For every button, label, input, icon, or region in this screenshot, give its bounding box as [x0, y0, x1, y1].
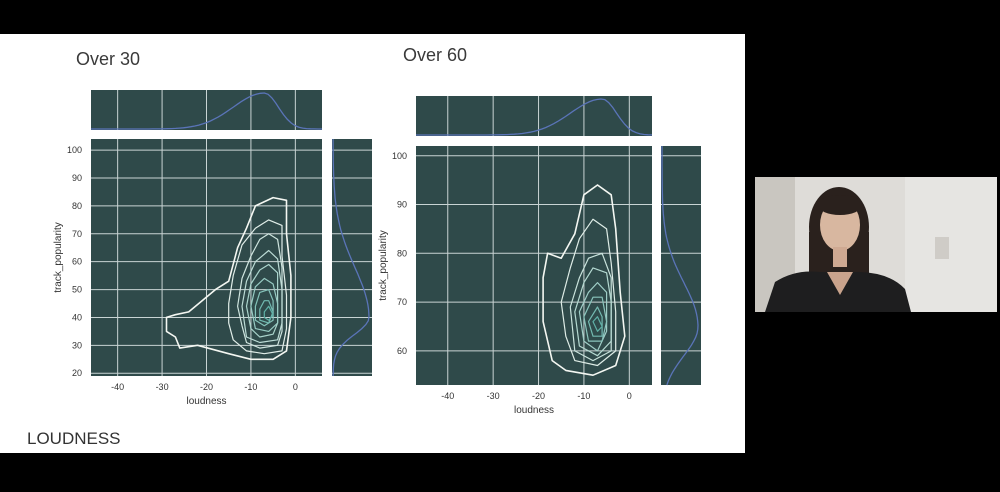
p1-kde-contour-8	[263, 305, 274, 321]
p2-x-tick-label: -10	[577, 391, 590, 401]
p2-y-marginal-curve	[661, 146, 699, 386]
webcam-feed	[755, 177, 997, 312]
p1-kde-contour-5	[250, 277, 279, 332]
p2-x-tick-label: 0	[627, 391, 632, 401]
p2-x-axis-label: loudness	[514, 405, 554, 416]
p1-y-marginal-curve	[332, 139, 370, 377]
p2-x-marginal-area	[416, 96, 652, 136]
panel-title-over-60: Over 60	[403, 45, 468, 65]
p1-x-tick-label: -10	[244, 382, 257, 392]
p1-y-tick-label: 20	[72, 368, 82, 378]
p1-x-tick-label: -40	[111, 382, 124, 392]
p2-kde-contour-3	[574, 267, 612, 357]
p1-y-tick-label: 30	[72, 340, 82, 350]
p1-y-tick-label: 80	[72, 201, 82, 211]
p1-y-tick-label: 90	[72, 173, 82, 183]
joint-plots: -40 -30 -20 -10 0 20 30 40 50 60 70 80 90 100 loudness…	[53, 90, 701, 416]
panel-title-over-30: Over 30	[76, 49, 141, 69]
p1-x-tick-label: 0	[293, 382, 298, 392]
p1-x-tick-label: -30	[156, 382, 169, 392]
p1-y-tick-label: 50	[72, 285, 82, 295]
p2-x-tick-label: -40	[441, 391, 454, 401]
p2-x-tick-label: -20	[532, 391, 545, 401]
p1-y-marginal-area	[332, 139, 372, 376]
p2-kde-contour-4	[578, 282, 608, 352]
p2-y-tick-label: 100	[392, 151, 407, 161]
p2-x-tick-label: -30	[487, 391, 500, 401]
p2-y-tick-label: 60	[397, 346, 407, 356]
p2-kde-contour-5	[583, 296, 608, 342]
p1-kde-contour-4	[245, 263, 279, 338]
p1-kde-contour-1	[228, 219, 288, 355]
p1-y-tick-label: 100	[67, 145, 82, 155]
p2-kde-contour-1	[560, 218, 617, 367]
p1-kde-contour-0	[165, 196, 292, 361]
p2-y-tick-label: 80	[397, 248, 407, 258]
presentation-slide: Over 30 Over 60 LOUDNESS -40 -30 -20 -10 0 20…	[0, 34, 745, 453]
p1-y-tick-label: 60	[72, 257, 82, 267]
p1-y-axis-label: track_popularity	[53, 222, 64, 293]
p1-y-tick-label: 70	[72, 229, 82, 239]
p1-x-marginal-curve	[91, 92, 322, 130]
p1-x-axis-label: loudness	[186, 396, 226, 407]
p1-kde-contour-3	[241, 249, 283, 344]
p1-y-tick-label: 40	[72, 312, 82, 322]
p2-main-plot-area	[416, 146, 652, 385]
p2-y-axis-label: track_popularity	[378, 230, 389, 301]
slide-footer-label: LOUDNESS	[27, 429, 121, 448]
p2-kde-contour-0	[542, 184, 626, 376]
p1-kde-contour-7	[259, 300, 274, 324]
p2-y-tick-label: 70	[397, 297, 407, 307]
p2-kde-contour-7	[592, 316, 603, 332]
p2-y-tick-label: 90	[397, 200, 407, 210]
p2-y-marginal-area	[661, 146, 701, 385]
p2-x-marginal-curve	[416, 98, 653, 136]
presenter-video	[755, 177, 997, 312]
p1-x-tick-label: -20	[200, 382, 213, 392]
